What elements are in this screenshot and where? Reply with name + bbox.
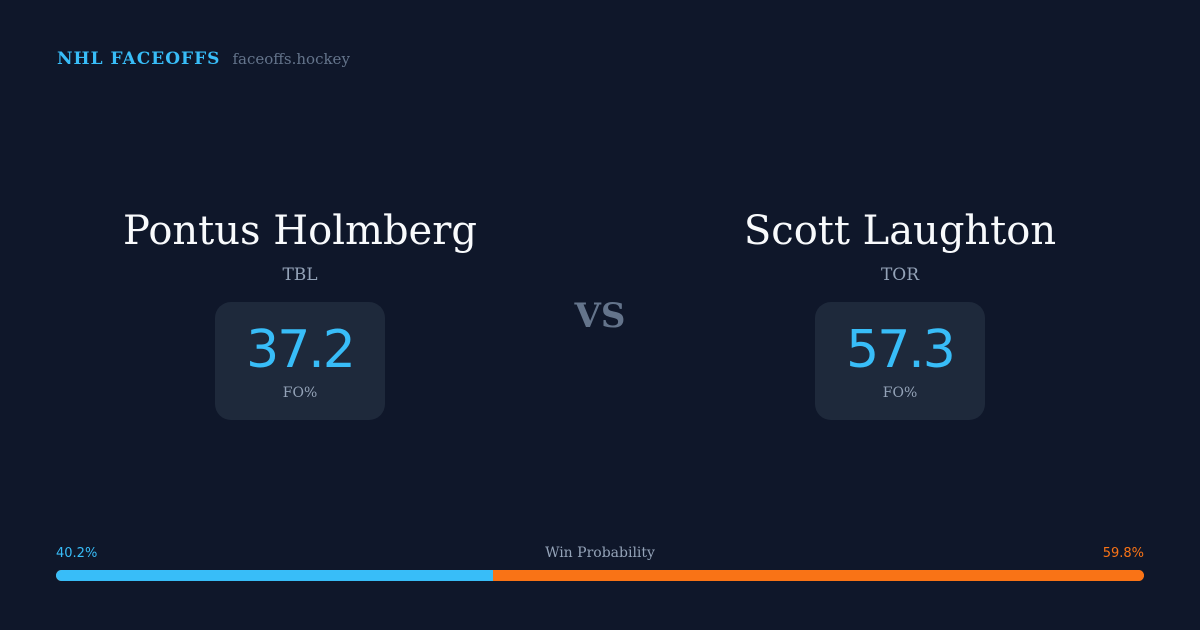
player-name: Scott Laughton <box>743 208 1057 254</box>
player-name: Pontus Holmberg <box>123 208 477 254</box>
player-team: TBL <box>282 265 318 285</box>
player-left: Pontus Holmberg TBL 37.2 FO% <box>70 205 530 420</box>
faceoff-label: FO% <box>282 385 318 401</box>
player-team: TOR <box>880 265 920 285</box>
faceoff-card: 57.3 FO% <box>815 302 985 420</box>
win-probability-bar-left <box>56 570 494 581</box>
win-probability: 40.2% Win Probability 59.8% <box>56 543 1144 581</box>
brand-url: faceoffs.hockey <box>232 50 350 68</box>
faceoff-percentage: 57.3 <box>846 320 956 380</box>
vs-label: VS <box>574 296 626 336</box>
brand-title: NHL FACEOFFS <box>57 49 221 69</box>
faceoff-percentage: 37.2 <box>246 320 356 380</box>
brand: NHL FACEOFFS faceoffs.hockey <box>57 49 350 69</box>
win-probability-bar-right <box>493 570 1144 581</box>
win-probability-bar <box>56 570 1144 581</box>
win-probability-left: 40.2% <box>56 545 98 561</box>
win-probability-label: Win Probability <box>545 545 655 561</box>
player-right: Scott Laughton TOR 57.3 FO% <box>670 205 1130 420</box>
faceoff-label: FO% <box>882 385 918 401</box>
faceoff-card: 37.2 FO% <box>215 302 385 420</box>
win-probability-right: 59.8% <box>1102 545 1144 561</box>
